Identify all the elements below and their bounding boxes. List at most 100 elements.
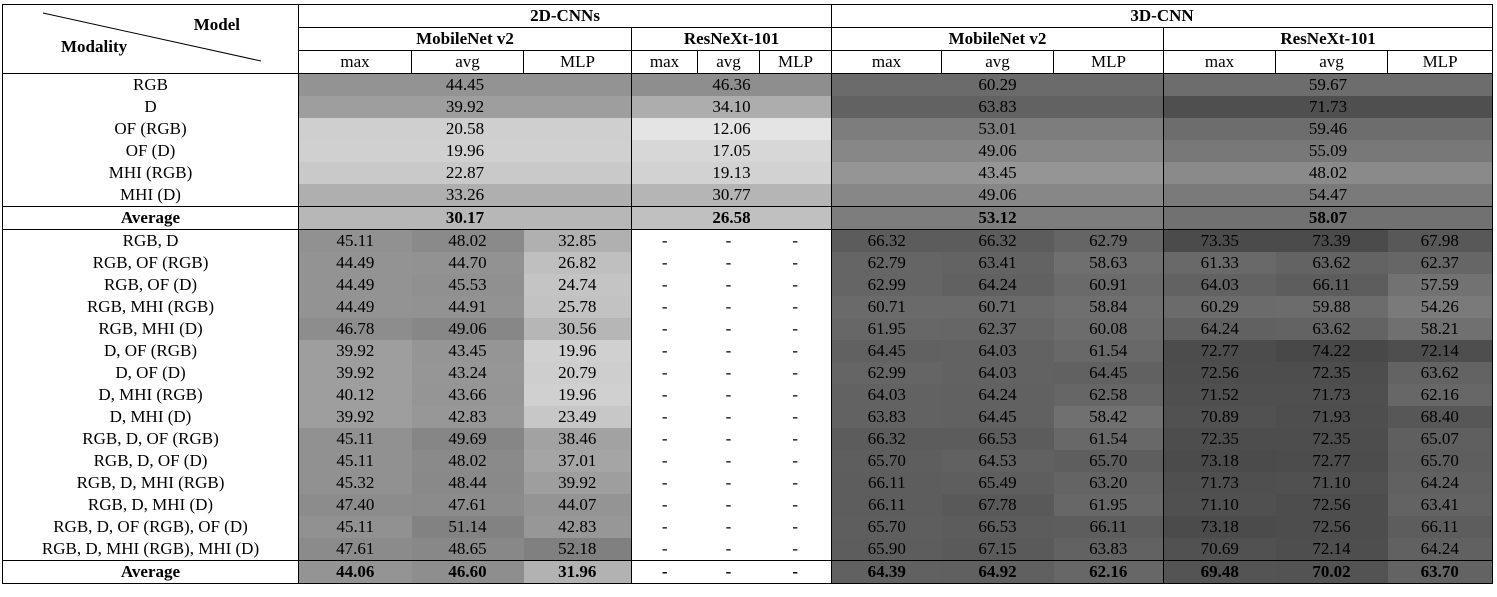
value-cell: 60.08 <box>1053 318 1165 340</box>
empty-value-cell: - <box>697 340 760 362</box>
value-cell: 64.24 <box>941 384 1054 406</box>
empty-value-cell: - <box>697 384 760 406</box>
value-cell: 65.49 <box>941 472 1054 494</box>
value-cell: 60.91 <box>1053 274 1165 296</box>
empty-value-cell: - <box>631 229 698 252</box>
col-header-avg: avg <box>411 50 524 74</box>
value-cell: 46.78 <box>298 318 412 340</box>
value-cell: 70.02 <box>1275 560 1388 584</box>
modality-label: RGB, D, MHI (D) <box>2 494 299 516</box>
value-cell: 23.49 <box>523 406 632 428</box>
value-cell: 73.18 <box>1163 450 1276 472</box>
col-header-max: max <box>298 50 412 74</box>
value-cell: 46.60 <box>411 560 524 584</box>
col-header-avg: avg <box>697 50 760 74</box>
value-cell: 71.93 <box>1275 406 1388 428</box>
value-cell: 47.61 <box>298 538 412 561</box>
value-cell: 71.52 <box>1163 384 1276 406</box>
col-header-mlp: MLP <box>1387 50 1494 74</box>
group-header-2d: 2D-CNNs <box>298 4 833 28</box>
value-cell: 46.36 <box>631 73 833 96</box>
value-cell: 74.22 <box>1275 340 1388 362</box>
value-cell: 72.77 <box>1275 450 1388 472</box>
value-cell: 58.21 <box>1387 318 1494 340</box>
value-cell: 67.15 <box>941 538 1054 561</box>
value-cell: 72.35 <box>1163 428 1276 450</box>
value-cell: 19.96 <box>523 340 632 362</box>
value-cell: 72.35 <box>1275 428 1388 450</box>
value-cell: 45.11 <box>298 428 412 450</box>
value-cell: 44.49 <box>298 296 412 318</box>
value-cell: 60.29 <box>831 73 1165 96</box>
empty-value-cell: - <box>631 494 698 516</box>
value-cell: 54.47 <box>1163 184 1494 207</box>
modality-label: Average <box>2 206 299 230</box>
value-cell: 22.87 <box>298 162 632 184</box>
empty-value-cell: - <box>697 318 760 340</box>
empty-value-cell: - <box>697 560 760 584</box>
col-header-avg: avg <box>941 50 1055 74</box>
table-row: RGB, D, MHI (D) 47.40 47.61 44.07- - -66.11 67… <box>2 494 1494 516</box>
value-cell: 66.53 <box>941 516 1054 538</box>
value-cell: 43.45 <box>831 162 1165 184</box>
empty-value-cell: - <box>631 252 698 274</box>
results-table: Model Modality 2D-CNNs 3D-CNN MobileNet … <box>2 4 1494 584</box>
value-cell: 48.02 <box>411 450 524 472</box>
value-cell: 37.01 <box>523 450 632 472</box>
empty-value-cell: - <box>697 450 760 472</box>
table-corner-header: Model Modality <box>2 4 299 74</box>
value-cell: 66.32 <box>941 229 1054 252</box>
corner-model-label: Model <box>193 15 240 34</box>
empty-value-cell: - <box>759 406 833 428</box>
value-cell: 63.83 <box>831 406 942 428</box>
table-row: MHI (D) 33.26 30.77 49.06 54.47 <box>2 184 1494 207</box>
value-cell: 63.70 <box>1387 560 1494 584</box>
col-header-mlp: MLP <box>1053 50 1165 74</box>
value-cell: 48.02 <box>1163 162 1494 184</box>
value-cell: 60.71 <box>941 296 1054 318</box>
table-row: RGB, MHI (RGB) 44.49 44.91 25.78- - -60.71 60.… <box>2 296 1494 318</box>
value-cell: 63.62 <box>1275 252 1388 274</box>
value-cell: 44.49 <box>298 274 412 296</box>
table-row: RGB, OF (D) 44.49 45.53 24.74- - -62.99 64.24 6… <box>2 274 1494 296</box>
col-header-max: max <box>1163 50 1277 74</box>
modality-label: D, OF (RGB) <box>2 340 299 362</box>
value-cell: 53.12 <box>831 206 1165 230</box>
value-cell: 68.40 <box>1387 406 1494 428</box>
value-cell: 49.06 <box>831 184 1165 207</box>
empty-value-cell: - <box>759 450 833 472</box>
table-row: RGB, D, OF (RGB), OF (D) 45.11 51.14 42.83-… <box>2 516 1494 538</box>
value-cell: 66.11 <box>831 472 942 494</box>
modality-label: Average <box>2 560 299 584</box>
value-cell: 64.45 <box>1053 362 1165 384</box>
col-header-mlp: MLP <box>759 50 833 74</box>
value-cell: 59.46 <box>1163 118 1494 140</box>
value-cell: 34.10 <box>631 96 833 118</box>
diagonal-divider <box>42 12 262 62</box>
table-row: RGB, D 45.11 48.02 32.85- - -66.32 66.32 62.79 7… <box>2 229 1494 252</box>
value-cell: 66.32 <box>831 229 942 252</box>
value-cell: 62.79 <box>1053 229 1165 252</box>
empty-value-cell: - <box>697 362 760 384</box>
value-cell: 49.06 <box>411 318 524 340</box>
value-cell: 45.11 <box>298 516 412 538</box>
value-cell: 44.49 <box>298 252 412 274</box>
empty-value-cell: - <box>759 560 833 584</box>
value-cell: 72.35 <box>1275 362 1388 384</box>
value-cell: 65.70 <box>831 450 942 472</box>
empty-value-cell: - <box>759 516 833 538</box>
modality-label: RGB, D, OF (D) <box>2 450 299 472</box>
value-cell: 73.39 <box>1275 229 1388 252</box>
value-cell: 59.67 <box>1163 73 1494 96</box>
value-cell: 39.92 <box>523 472 632 494</box>
value-cell: 61.95 <box>831 318 942 340</box>
value-cell: 49.69 <box>411 428 524 450</box>
value-cell: 66.53 <box>941 428 1054 450</box>
value-cell: 48.02 <box>411 229 524 252</box>
value-cell: 39.92 <box>298 362 412 384</box>
value-cell: 63.41 <box>1387 494 1494 516</box>
value-cell: 62.79 <box>831 252 942 274</box>
empty-value-cell: - <box>759 384 833 406</box>
empty-value-cell: - <box>631 318 698 340</box>
value-cell: 72.14 <box>1275 538 1388 561</box>
